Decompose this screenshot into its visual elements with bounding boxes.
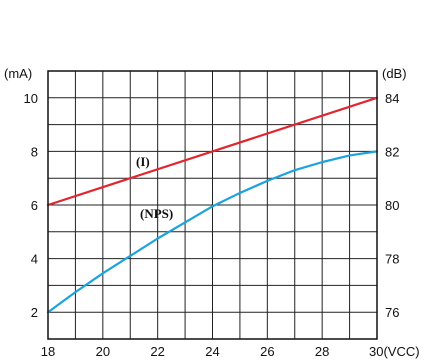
- right-tick-label: 76: [385, 305, 399, 320]
- series-label-nps: (NPS): [140, 206, 173, 221]
- right-tick-label: 82: [385, 144, 399, 159]
- right-tick-label: 84: [385, 91, 399, 106]
- left-tick-label: 10: [24, 91, 38, 106]
- x-tick-label: 22: [150, 344, 164, 359]
- x-axis-unit-label: (VCC): [383, 344, 419, 359]
- series-label-i: (I): [136, 154, 150, 169]
- right-axis-unit-label: (dB): [382, 66, 407, 81]
- series-line-i: [46, 96, 379, 207]
- series-lines: [46, 96, 379, 314]
- left-tick-label: 4: [31, 252, 38, 267]
- plot-frame: [47, 70, 378, 340]
- x-tick-label: 30(VCC): [369, 344, 420, 359]
- series-line-nps: [46, 150, 379, 314]
- left-tick-label: 6: [31, 198, 38, 213]
- x-tick-label: 24: [205, 344, 219, 359]
- right-tick-label: 78: [385, 252, 399, 267]
- grid: [48, 71, 377, 339]
- x-tick-label: 20: [96, 344, 110, 359]
- x-tick-label: 26: [260, 344, 274, 359]
- left-axis-unit-label: (mA): [4, 66, 32, 81]
- left-tick-label: 2: [31, 305, 38, 320]
- x-tick-label: 28: [315, 344, 329, 359]
- right-tick-label: 80: [385, 198, 399, 213]
- left-tick-label: 8: [31, 144, 38, 159]
- x-tick-label: 18: [41, 344, 55, 359]
